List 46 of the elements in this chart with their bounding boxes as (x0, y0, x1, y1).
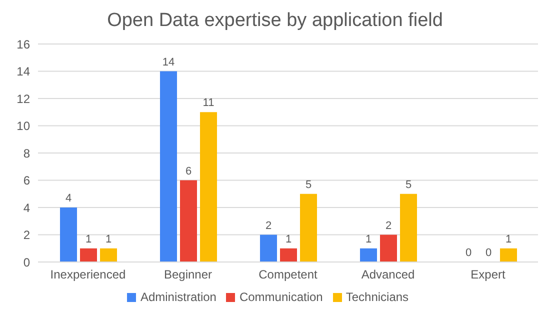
chart-title: Open Data expertise by application field (106, 9, 444, 33)
y-tick-label: 4 (23, 200, 30, 215)
bar (400, 194, 417, 262)
bar (280, 248, 297, 262)
data-label: 0 (485, 247, 492, 259)
y-tick-label: 14 (16, 64, 30, 79)
legend-label: Communication (239, 290, 323, 304)
bar (360, 248, 377, 262)
data-label: 14 (162, 56, 175, 68)
x-tick-label: Inexperienced (50, 268, 126, 282)
x-tick-label: Beginner (164, 268, 212, 282)
bar (160, 71, 177, 262)
y-tick-label: 12 (16, 92, 30, 106)
data-label: 5 (305, 178, 312, 191)
bar (180, 180, 197, 262)
data-label: 1 (285, 233, 292, 246)
data-label: 4 (65, 192, 72, 204)
bar (80, 248, 97, 262)
x-tick-label: Advanced (361, 268, 415, 282)
data-label: 1 (85, 233, 92, 246)
y-tick-label: 0 (23, 255, 30, 270)
data-label: 5 (405, 178, 412, 191)
legend-label: Administration (140, 290, 216, 304)
x-tick-label: Competent (258, 268, 318, 282)
bar (100, 248, 117, 262)
data-label: 11 (202, 97, 214, 110)
bar (500, 248, 517, 262)
data-label: 2 (265, 220, 272, 232)
data-label: 6 (185, 165, 192, 178)
y-tick-label: 10 (16, 119, 30, 134)
x-tick-label: Expert (470, 268, 506, 282)
bar (300, 194, 317, 262)
data-label: 1 (505, 233, 512, 246)
y-tick-label: 8 (23, 146, 30, 160)
bar (260, 234, 277, 262)
bar (60, 208, 77, 262)
y-tick-label: 2 (23, 228, 30, 242)
data-label: 1 (365, 233, 372, 246)
y-tick-label: 6 (23, 174, 30, 188)
bar (200, 112, 217, 262)
bar (380, 234, 397, 262)
data-label: 2 (385, 220, 392, 232)
y-tick-label: 16 (16, 37, 30, 52)
legend-label: Technicians (346, 290, 409, 304)
data-label: 0 (465, 247, 472, 259)
data-label: 1 (105, 233, 112, 246)
